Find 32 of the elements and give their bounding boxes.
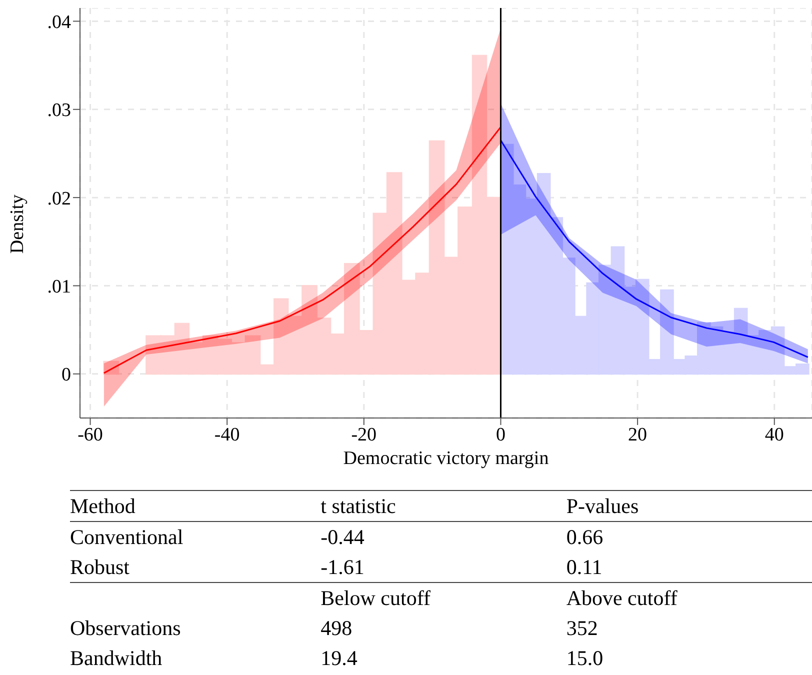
x-tick-label: -40 [214, 424, 240, 446]
text: t statistic [320, 494, 397, 518]
text: 0.66 [566, 524, 604, 550]
text: 15.0 [566, 646, 604, 670]
text: 498 [320, 616, 354, 640]
y-tick-label: .03 [47, 100, 71, 122]
y-tick-label: 0 [62, 364, 71, 386]
x-tick-label: 20 [628, 424, 648, 446]
y-tick-label: .04 [47, 12, 72, 33]
y-tick-label: .02 [47, 188, 71, 210]
text: 0.11 [566, 554, 604, 580]
x-tick-label: -60 [78, 424, 103, 446]
text: P-values [566, 494, 640, 518]
text: Robust [70, 554, 131, 580]
text: -0.44 [320, 524, 366, 550]
text: Observations [70, 616, 182, 640]
line-series [500, 140, 809, 358]
x-tick-label: 0 [496, 424, 506, 446]
text: Below cutoff [320, 586, 432, 610]
text: 19.4 [320, 646, 358, 670]
text: 352 [566, 616, 599, 640]
text: Bandwidth [70, 646, 164, 670]
text: Above cutoff [566, 586, 678, 610]
text: -1.61 [320, 554, 366, 580]
x-tick-label: 40 [764, 424, 784, 446]
x-axis-title: Democratic victory margin [342, 448, 550, 470]
x-tick-label: -20 [351, 424, 377, 446]
text: Conventional [70, 524, 184, 550]
y-tick-label: .01 [47, 276, 71, 298]
text: Method [70, 494, 136, 518]
y-axis-title: Density [7, 193, 29, 256]
line-series [103, 126, 502, 374]
